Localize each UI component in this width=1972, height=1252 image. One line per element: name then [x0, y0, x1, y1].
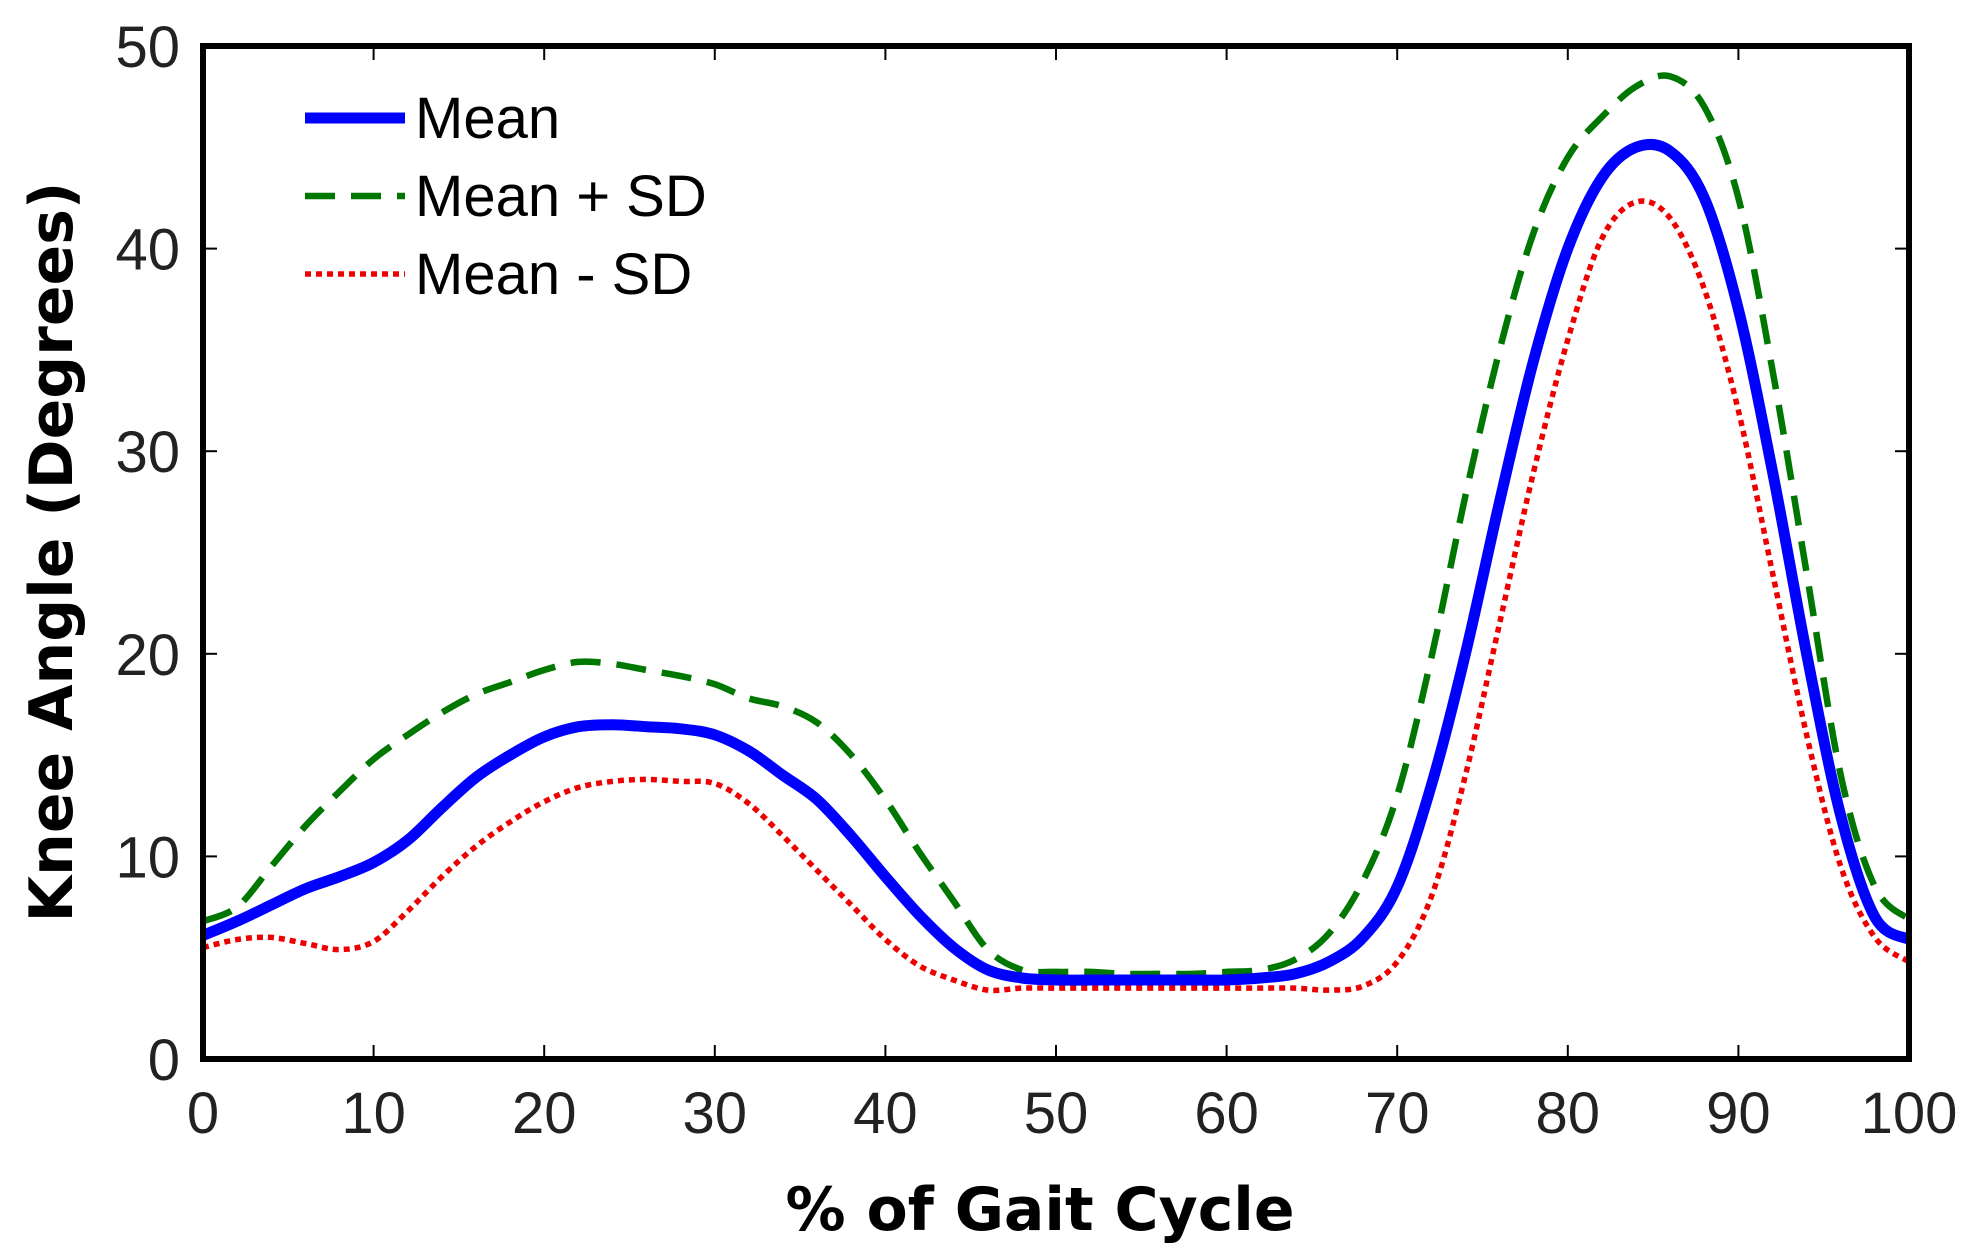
legend-label: Mean - SD — [415, 242, 692, 307]
y-tick-label: 0 — [148, 1028, 180, 1093]
y-tick-label: 10 — [115, 825, 180, 890]
x-axis-title: % of Gait Cycle — [785, 1175, 1294, 1245]
x-tick-label: 90 — [1706, 1081, 1771, 1146]
series-layer — [200, 72, 1912, 994]
x-tick-label: 0 — [187, 1081, 219, 1146]
x-tick-label: 10 — [341, 1081, 406, 1146]
y-tick-label: 40 — [115, 218, 180, 283]
x-tick-label: 60 — [1194, 1081, 1259, 1146]
x-tick-label: 20 — [512, 1081, 577, 1146]
legend-label: Mean + SD — [415, 164, 707, 229]
series-line-mean — [200, 138, 1912, 986]
legend-label: Mean — [415, 86, 560, 151]
legend: Mean Mean + SD Mean - SD — [305, 86, 707, 307]
x-tick-label: 100 — [1861, 1081, 1958, 1146]
x-tick-label: 50 — [1024, 1081, 1089, 1146]
y-axis-title: Knee Angle (Degrees) — [17, 182, 87, 923]
y-tick-label: 20 — [115, 623, 180, 688]
x-tick-label: 40 — [853, 1081, 918, 1146]
series-line-mean-sd — [201, 72, 1912, 978]
series-line-mean-sd — [202, 198, 1911, 994]
x-tick-label: 70 — [1365, 1081, 1430, 1146]
x-tick-label: 30 — [683, 1081, 748, 1146]
y-tick-label: 50 — [115, 15, 180, 80]
x-tick-label: 80 — [1536, 1081, 1601, 1146]
tick-layer: 0 10 20 30 40 50 60 70 80 90 100 0 10 20 30 40 50 — [115, 15, 1957, 1146]
y-tick-label: 30 — [115, 420, 180, 485]
